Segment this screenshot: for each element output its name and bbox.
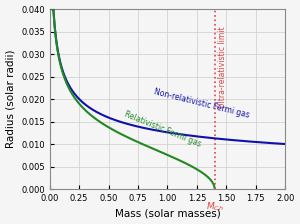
Text: $M_{Ch}$: $M_{Ch}$ [206,200,224,213]
X-axis label: Mass (solar masses): Mass (solar masses) [115,209,220,218]
Y-axis label: Radius (solar radii): Radius (solar radii) [6,50,16,148]
Text: Ultra-relativistic limit: Ultra-relativistic limit [218,27,227,108]
Text: Relativistic Fermi gas: Relativistic Fermi gas [123,110,202,149]
Text: Non-relativistic Fermi gas: Non-relativistic Fermi gas [153,87,251,120]
